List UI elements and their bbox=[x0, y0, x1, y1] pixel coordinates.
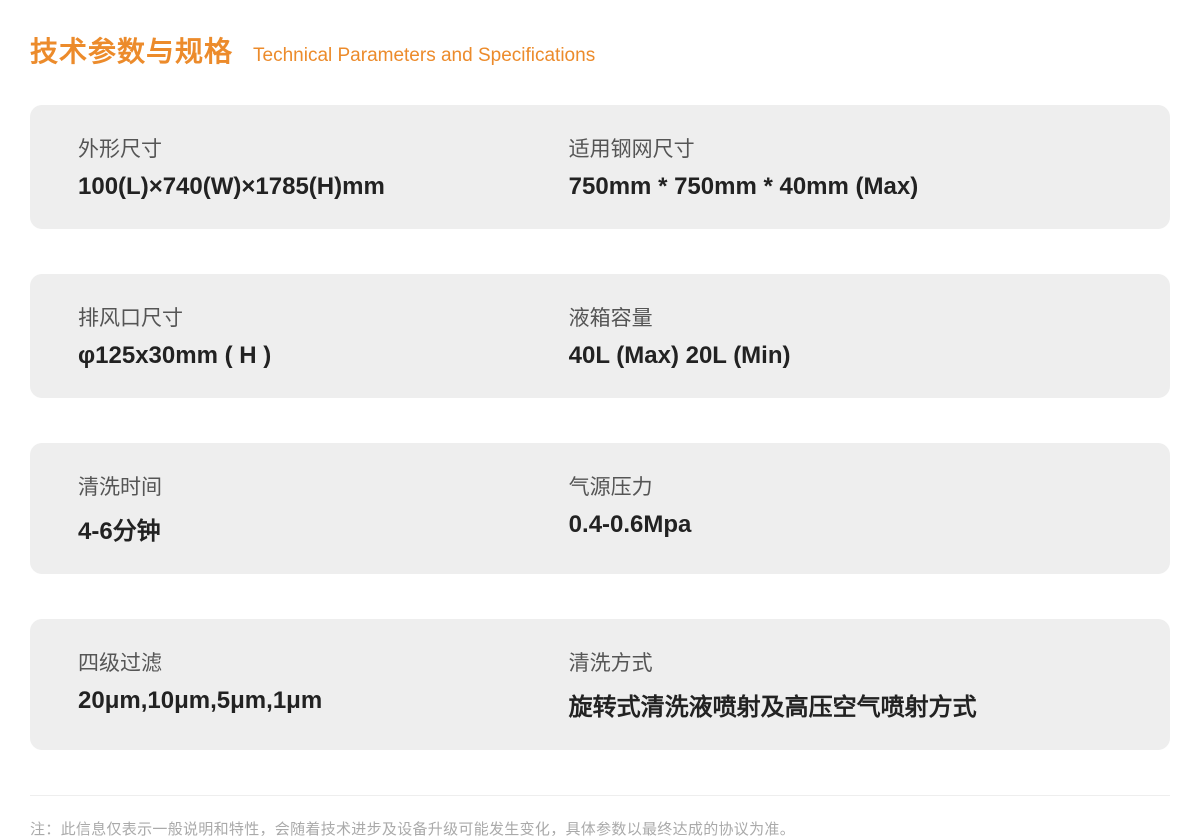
section-header: 技术参数与规格 Technical Parameters and Specifi… bbox=[30, 30, 1170, 70]
spec-card: 排风口尺寸 φ125x30mm ( H ) 液箱容量 40L (Max) 20L… bbox=[30, 274, 1170, 398]
footnote-divider bbox=[30, 795, 1170, 796]
spec-value: 4-6分钟 bbox=[78, 511, 569, 546]
spec-cell-right: 清洗方式 旋转式清洗液喷射及高压空气喷射方式 bbox=[569, 647, 1122, 722]
spec-card: 四级过滤 20μm,10μm,5μm,1μm 清洗方式 旋转式清洗液喷射及高压空… bbox=[30, 619, 1170, 750]
spec-label: 气源压力 bbox=[569, 471, 1122, 501]
spec-value: 100(L)×740(W)×1785(H)mm bbox=[78, 173, 569, 201]
spec-label: 排风口尺寸 bbox=[78, 302, 569, 332]
spec-cell-left: 四级过滤 20μm,10μm,5μm,1μm bbox=[78, 647, 569, 722]
spec-cell-left: 排风口尺寸 φ125x30mm ( H ) bbox=[78, 302, 569, 370]
spec-label: 适用钢网尺寸 bbox=[569, 133, 1122, 163]
spec-value: 0.4-0.6Mpa bbox=[569, 511, 1122, 539]
spec-cell-right: 气源压力 0.4-0.6Mpa bbox=[569, 471, 1122, 546]
header-title-chinese: 技术参数与规格 bbox=[30, 30, 233, 70]
spec-label: 外形尺寸 bbox=[78, 133, 569, 163]
spec-cell-right: 液箱容量 40L (Max) 20L (Min) bbox=[569, 302, 1122, 370]
spec-card: 外形尺寸 100(L)×740(W)×1785(H)mm 适用钢网尺寸 750m… bbox=[30, 105, 1170, 229]
spec-label: 清洗时间 bbox=[78, 471, 569, 501]
spec-card: 清洗时间 4-6分钟 气源压力 0.4-0.6Mpa bbox=[30, 443, 1170, 574]
spec-label: 液箱容量 bbox=[569, 302, 1122, 332]
spec-cell-left: 外形尺寸 100(L)×740(W)×1785(H)mm bbox=[78, 133, 569, 201]
spec-label: 四级过滤 bbox=[78, 647, 569, 677]
spec-value: 40L (Max) 20L (Min) bbox=[569, 342, 1122, 370]
header-title-english: Technical Parameters and Specifications bbox=[253, 45, 595, 67]
spec-cell-left: 清洗时间 4-6分钟 bbox=[78, 471, 569, 546]
spec-label: 清洗方式 bbox=[569, 647, 1122, 677]
spec-cell-right: 适用钢网尺寸 750mm * 750mm * 40mm (Max) bbox=[569, 133, 1122, 201]
spec-value: 750mm * 750mm * 40mm (Max) bbox=[569, 173, 1122, 201]
spec-value: 20μm,10μm,5μm,1μm bbox=[78, 687, 569, 715]
spec-value: φ125x30mm ( H ) bbox=[78, 342, 569, 370]
footnote-text: 注：此信息仅表示一般说明和特性，会随着技术进步及设备升级可能发生变化，具体参数以… bbox=[30, 818, 1170, 839]
spec-value: 旋转式清洗液喷射及高压空气喷射方式 bbox=[569, 687, 1122, 722]
